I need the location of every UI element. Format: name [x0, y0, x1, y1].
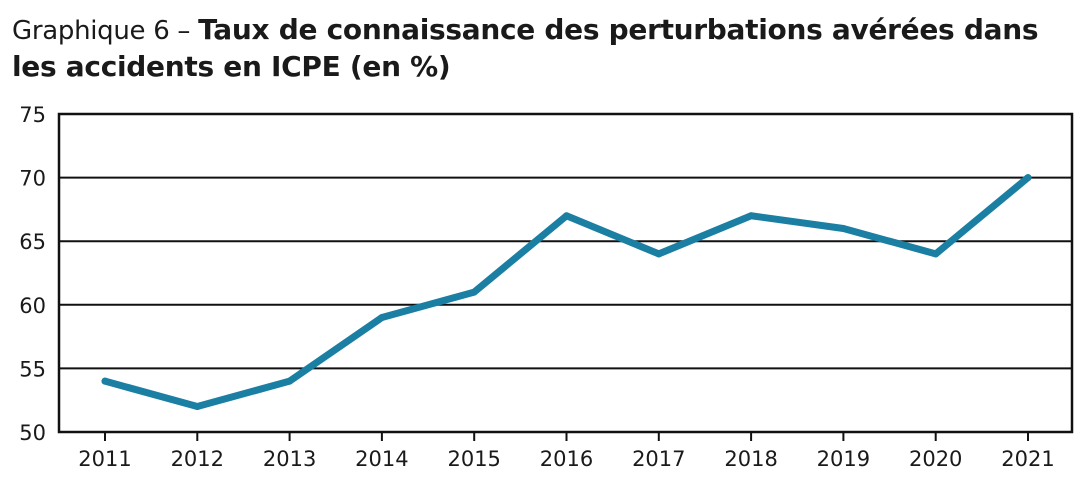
x-tick-label-2011: 2011 [78, 447, 131, 471]
plot-frame [57, 112, 1074, 434]
data-point-2020 [932, 250, 940, 258]
y-tick-label-50: 50 [19, 421, 46, 445]
data-point-2019 [839, 224, 847, 232]
chart-title-prefix: Graphique 6 – [12, 16, 199, 46]
data-point-2017 [655, 250, 663, 258]
x-tick-label-2016: 2016 [540, 447, 593, 471]
series-line-0 [101, 174, 1032, 411]
data-point-2013 [286, 377, 294, 385]
x-tick-label-2014: 2014 [355, 447, 408, 471]
x-tick-label-2020: 2020 [909, 447, 962, 471]
plot-frame-border [57, 112, 1074, 434]
y-tick-label-75: 75 [19, 103, 46, 127]
x-axis-ticks: 2011 2012 2013 2014 2015 2016 2017 2018 2019 2020… [78, 432, 1055, 471]
x-tick-label-2013: 2013 [263, 447, 316, 471]
data-point-2012 [193, 403, 201, 411]
y-tick-label-70: 70 [19, 167, 46, 191]
data-point-2016 [563, 212, 570, 220]
x-tick-label-2017: 2017 [632, 447, 685, 471]
y-tick-label-65: 65 [19, 230, 46, 254]
x-tick-label-2021: 2021 [1001, 447, 1054, 471]
data-point-2021 [1024, 174, 1032, 182]
data-point-2018 [747, 212, 755, 220]
x-tick-label-2012: 2012 [171, 447, 224, 471]
y-tick-label-60: 60 [19, 294, 46, 318]
y-axis-ticks: 50 55 60 65 70 75 [19, 103, 46, 445]
x-tick-label-2015: 2015 [447, 447, 500, 471]
y-tick-label-55: 55 [19, 357, 46, 381]
x-tick-label-2018: 2018 [724, 447, 777, 471]
x-tick-label-2019: 2019 [817, 447, 870, 471]
data-point-2011 [101, 377, 109, 385]
series-layer [101, 174, 1032, 411]
data-point-2014 [378, 314, 386, 322]
chart-title-main: Taux de connaissance des perturbations a… [12, 13, 1039, 83]
chart-title: Graphique 6 – Taux de connaissance des p… [12, 12, 1072, 85]
gridlines [59, 176, 1072, 370]
data-point-2015 [470, 288, 478, 296]
